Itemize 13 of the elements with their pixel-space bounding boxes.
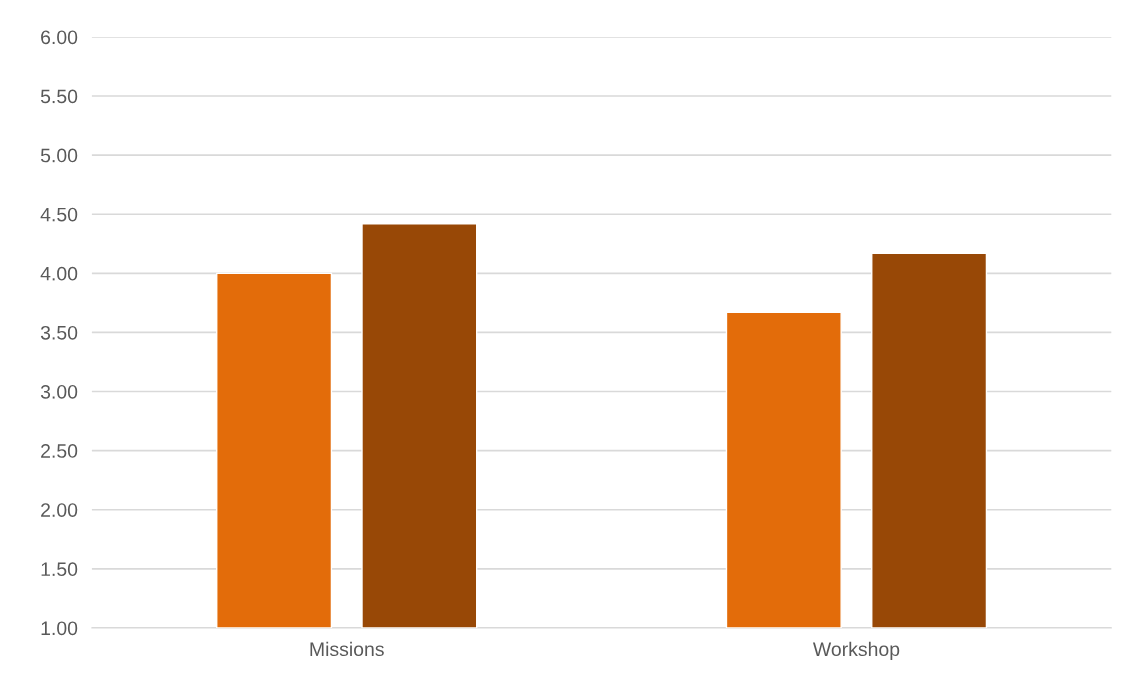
y-tick-label: 2.00 [41, 503, 78, 517]
y-tick-label: 6.00 [41, 30, 78, 45]
y-tick-label: 1.50 [41, 562, 78, 577]
y-tick-label: 3.50 [40, 325, 78, 340]
y-tick-label: 2.50 [41, 444, 78, 458]
y-tick-label: 4.00 [40, 266, 78, 281]
y-tick-label: 5.50 [40, 89, 78, 104]
x-tick-label: Missions [310, 641, 384, 657]
x-tick-label: Workshop [812, 641, 900, 660]
y-tick-label: 5.00 [40, 148, 78, 163]
y-tick-label: 1.00 [41, 621, 78, 636]
y-tick-label: 3.00 [40, 384, 78, 399]
y-tick-label: 4.50 [40, 207, 78, 222]
